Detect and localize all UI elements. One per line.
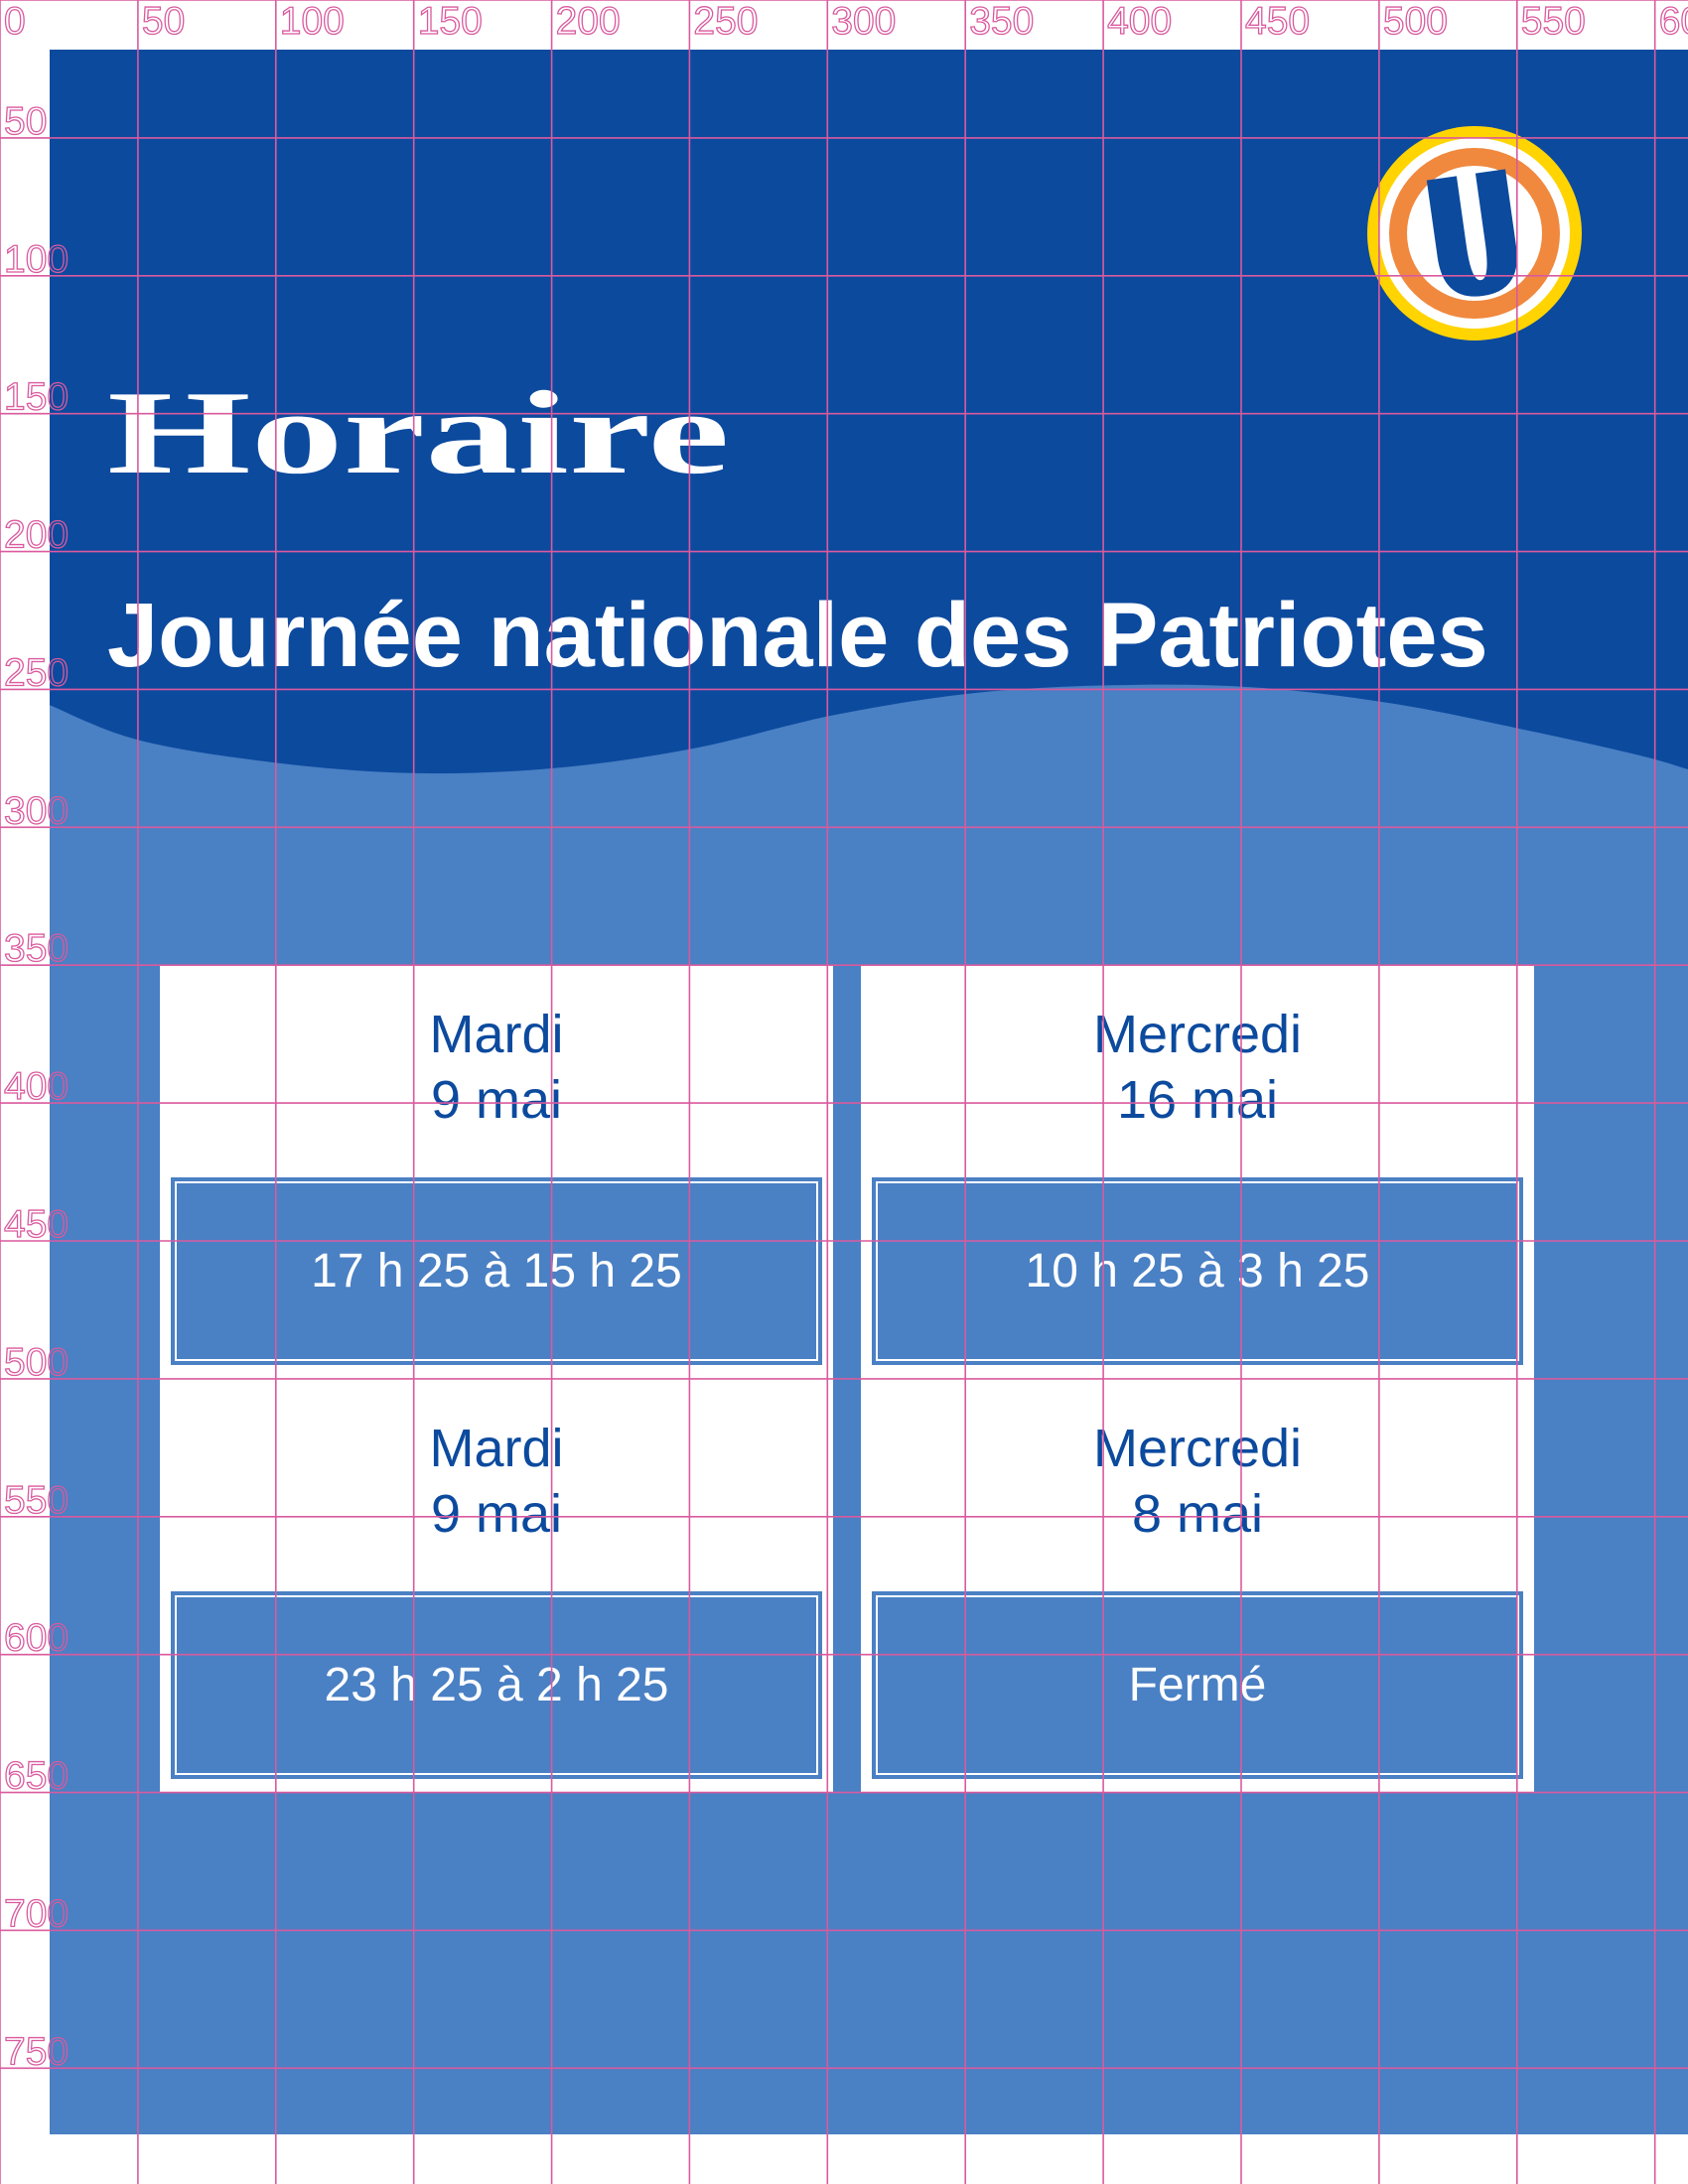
svg-text:600: 600 [1659,0,1688,43]
svg-text:300: 300 [831,0,896,43]
svg-text:350: 350 [969,0,1034,43]
svg-text:50: 50 [4,100,47,143]
svg-text:150: 150 [418,0,483,43]
svg-text:100: 100 [280,0,345,43]
svg-text:0: 0 [4,0,26,43]
svg-text:250: 250 [693,0,758,43]
svg-text:500: 500 [1383,0,1448,43]
svg-text:550: 550 [1521,0,1586,43]
svg-text:200: 200 [556,0,621,43]
svg-text:50: 50 [142,0,185,43]
svg-text:400: 400 [1107,0,1172,43]
svg-text:450: 450 [1245,0,1310,43]
